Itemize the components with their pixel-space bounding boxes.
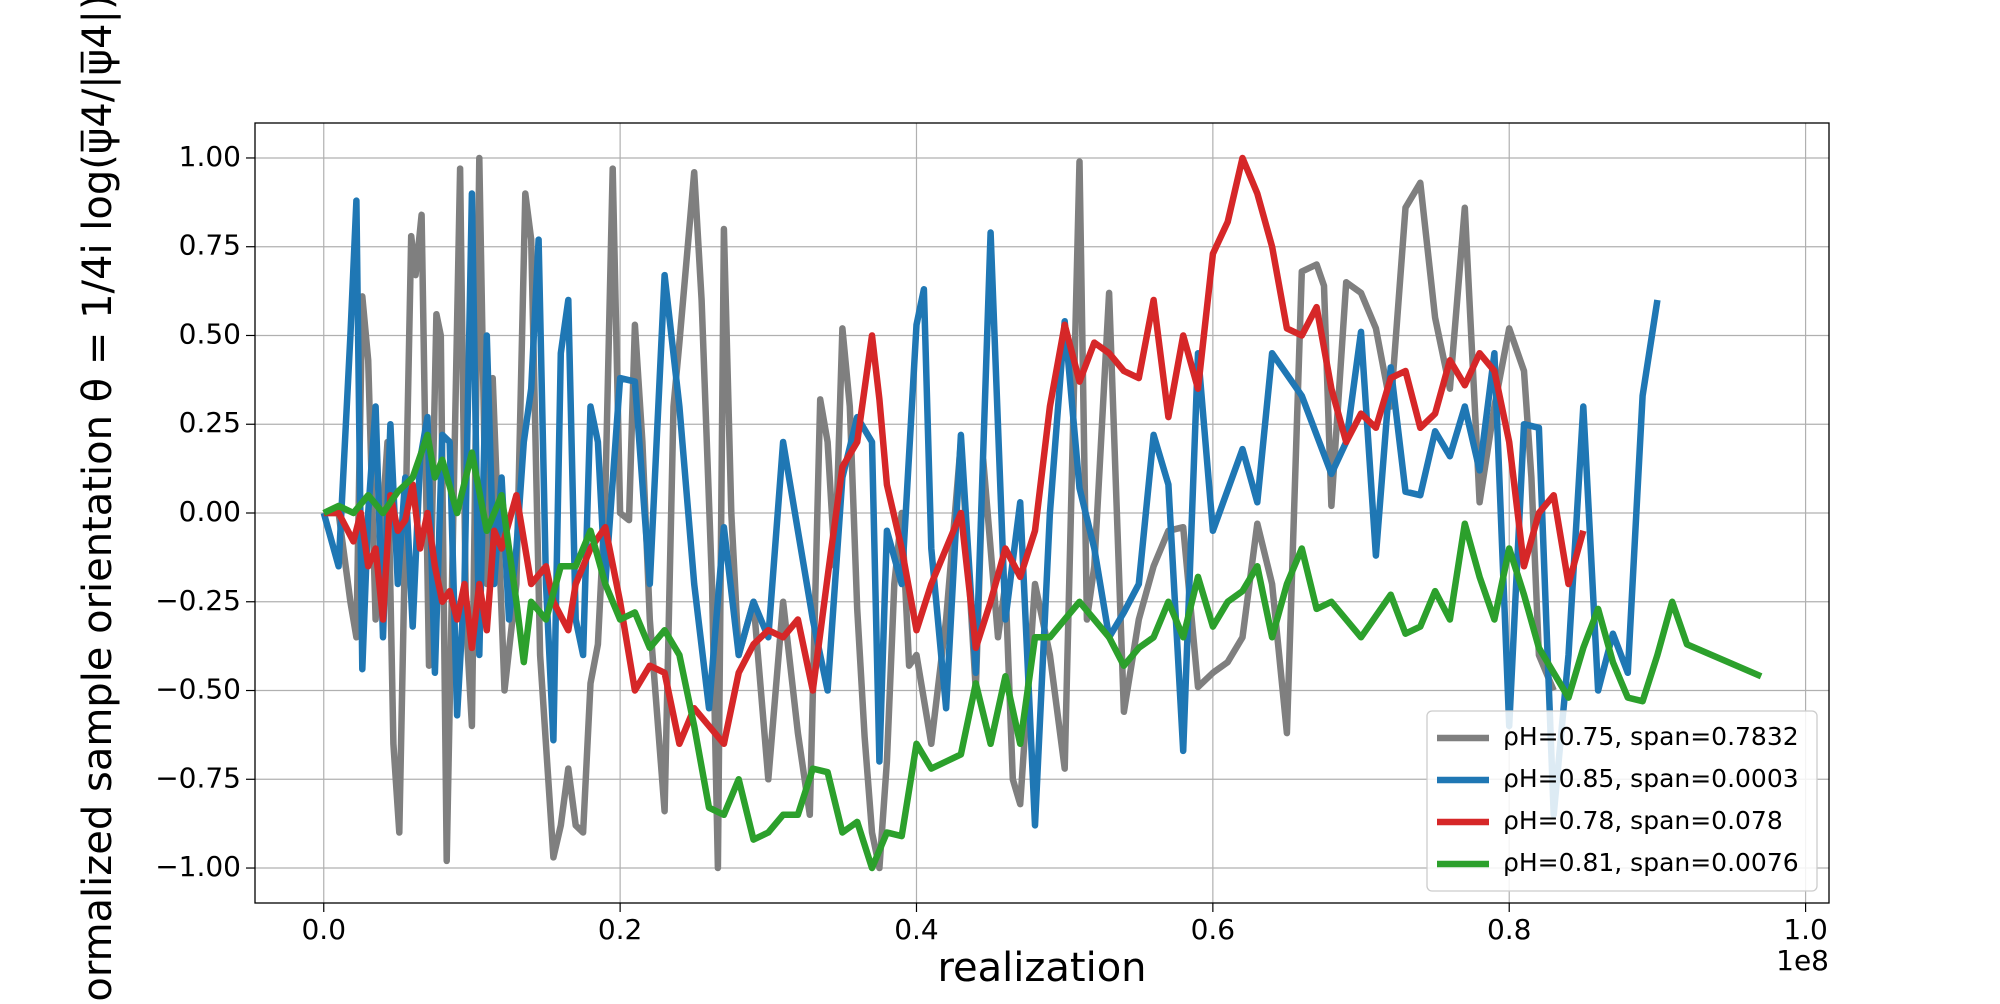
- x-tick-label: 0.2: [598, 913, 643, 946]
- legend-box: [1426, 710, 1818, 892]
- y-axis-label: Normalized sample orientation θ = 1/4i l…: [75, 0, 121, 1000]
- y-tick-label: 0.75: [179, 229, 241, 262]
- x-offset-label: 1e8: [1776, 944, 1829, 977]
- y-tick-label: 1.00: [179, 140, 241, 173]
- x-tick-label: 1.0: [1783, 913, 1828, 946]
- series-line: [323, 154, 1587, 748]
- legend: ρH=0.75, span=0.7832 ρH=0.85, span=0.0003…: [1426, 710, 1818, 892]
- x-tick-label: 0.0: [301, 913, 346, 946]
- y-tick-label: −0.50: [155, 673, 241, 706]
- x-tick-label: 0.8: [1487, 913, 1532, 946]
- x-tick-label: 0.6: [1191, 913, 1236, 946]
- series-line: [320, 190, 1661, 829]
- series-line: [322, 431, 1763, 872]
- plot-frame: [254, 122, 1830, 904]
- legend-label: ρH=0.81, span=0.0076: [1503, 848, 1799, 877]
- legend-label: ρH=0.85, span=0.0003: [1503, 764, 1799, 793]
- y-tick-label: −0.75: [155, 761, 241, 794]
- x-axis-label: realization: [937, 945, 1146, 991]
- legend-label: ρH=0.75, span=0.7832: [1503, 722, 1799, 751]
- y-tick-label: 0.25: [179, 406, 241, 439]
- y-tick-label: 0.00: [179, 495, 241, 528]
- y-tick-label: −0.25: [155, 584, 241, 617]
- y-tick-label: 0.50: [179, 317, 241, 350]
- x-tick-label: 0.4: [894, 913, 939, 946]
- y-tick-label: −1.00: [155, 850, 241, 883]
- legend-label: ρH=0.78, span=0.078: [1503, 806, 1783, 835]
